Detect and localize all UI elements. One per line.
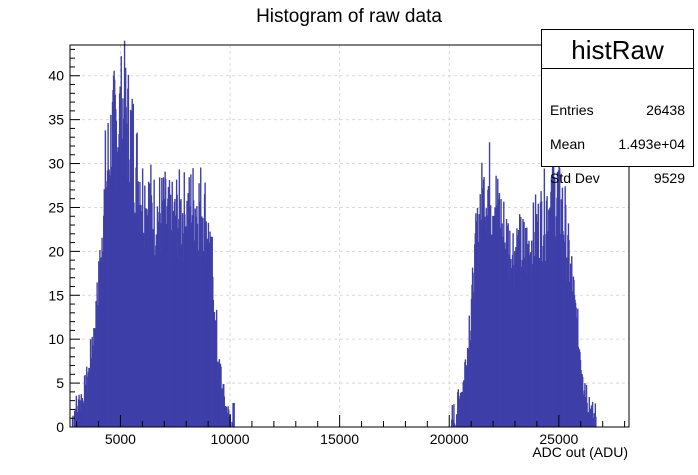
- x-axis-title: ADC out (ADU): [532, 444, 628, 460]
- stats-title: histRaw: [542, 30, 693, 69]
- stats-row-entries: Entries 26438: [550, 102, 685, 122]
- stats-key: Mean: [550, 136, 586, 152]
- stats-key: Entries: [550, 102, 594, 118]
- stats-key: Std Dev: [550, 170, 600, 186]
- stats-box: histRaw Entries 26438 Mean 1.493e+04 Std…: [541, 29, 694, 186]
- stats-value: 1.493e+04: [618, 136, 685, 152]
- y-tick-label: 25: [48, 199, 64, 215]
- stats-row-mean: Mean 1.493e+04: [550, 136, 685, 156]
- plot-frame: [69, 44, 630, 428]
- x-tick-label: 25000: [539, 431, 578, 447]
- histogram-bar: [595, 416, 597, 428]
- stats-value: 26438: [646, 102, 685, 118]
- x-axis: 5000 10000 15000 20000 25000: [76, 415, 626, 447]
- y-tick-label: 10: [48, 331, 64, 347]
- histogram-bar: [452, 419, 454, 428]
- x-tick-label: 15000: [320, 431, 359, 447]
- chart-title: Histogram of raw data: [256, 6, 442, 27]
- histogram-bar: [230, 421, 232, 428]
- stats-value: 9529: [653, 170, 685, 186]
- x-tick-label: 10000: [211, 431, 250, 447]
- y-tick-label: 35: [48, 112, 64, 128]
- y-tick-label: 20: [48, 243, 64, 259]
- histogram-bar: [233, 402, 235, 428]
- y-tick-label: 30: [48, 156, 64, 172]
- y-tick-label: 40: [48, 68, 64, 84]
- x-tick-label: 20000: [430, 431, 469, 447]
- y-tick-label: 0: [56, 419, 64, 435]
- x-tick-label: 5000: [105, 431, 136, 447]
- stats-row-stddev: Std Dev 9529: [550, 170, 685, 190]
- histogram-bar: [593, 413, 595, 428]
- y-tick-label: 5: [56, 375, 64, 391]
- y-tick-label: 15: [48, 287, 64, 303]
- histogram-bars: [71, 40, 597, 428]
- y-axis: 0 5 10 15 20 25 30 35 40: [48, 48, 80, 435]
